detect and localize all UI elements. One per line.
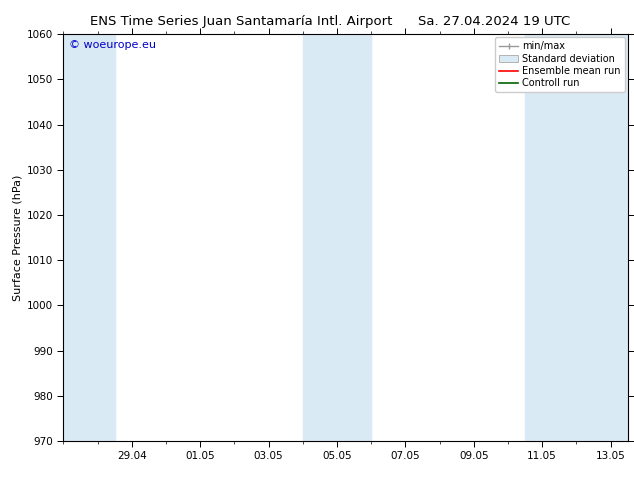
Legend: min/max, Standard deviation, Ensemble mean run, Controll run: min/max, Standard deviation, Ensemble me… — [495, 37, 624, 92]
Text: Sa. 27.04.2024 19 UTC: Sa. 27.04.2024 19 UTC — [418, 15, 571, 28]
Bar — [303, 34, 371, 441]
Bar — [63, 34, 115, 441]
Y-axis label: Surface Pressure (hPa): Surface Pressure (hPa) — [13, 174, 23, 301]
Text: © woeurope.eu: © woeurope.eu — [69, 40, 156, 50]
Bar — [525, 34, 628, 441]
Text: ENS Time Series Juan Santamaría Intl. Airport: ENS Time Series Juan Santamaría Intl. Ai… — [90, 15, 392, 28]
